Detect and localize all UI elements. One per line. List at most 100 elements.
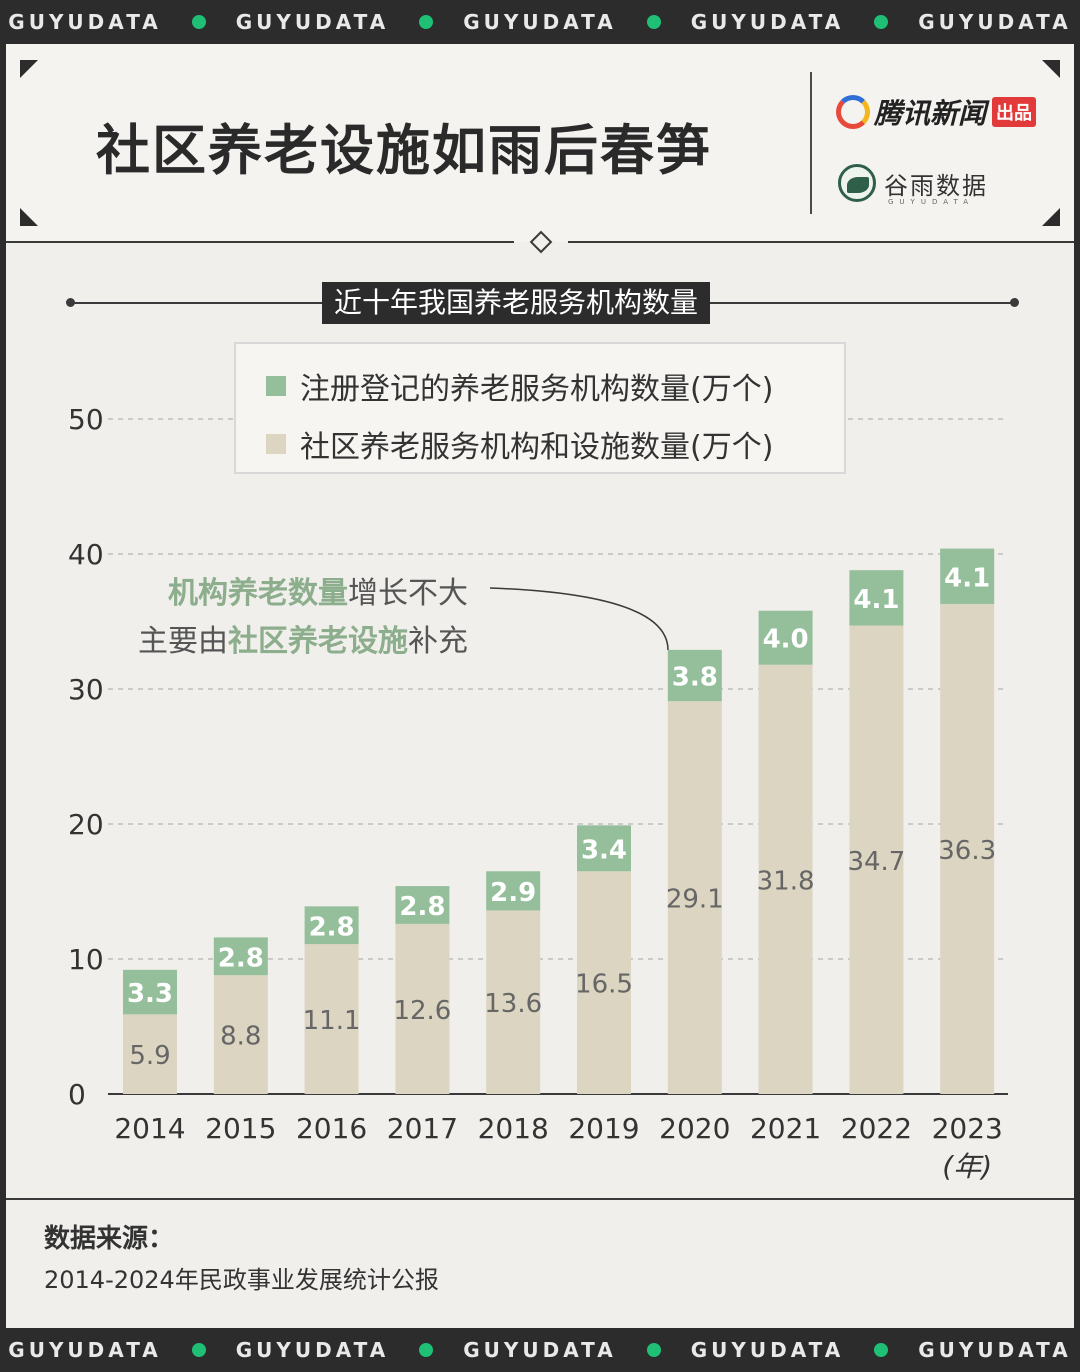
source-divider [6, 1198, 1074, 1200]
annotation-leader [489, 587, 669, 651]
bar-label-registered: 3.4 [581, 835, 627, 865]
bar-registered [213, 937, 268, 976]
bar-label-registered: 4.0 [763, 625, 809, 655]
annotation-highlight: 社区养老设施 [228, 624, 408, 659]
bar-label-community: 12.6 [393, 996, 451, 1026]
logo2-subtext: GUYUDATA [888, 198, 974, 206]
y-tick-label: 10 [68, 943, 104, 976]
band-text: GUYUDATA [918, 10, 1072, 34]
band-text: GUYUDATA [235, 1338, 390, 1362]
corner-mark-icon [1042, 208, 1060, 226]
x-tick-label: 2017 [387, 1112, 458, 1145]
header-rule-left [6, 241, 514, 243]
bar-registered [940, 548, 995, 604]
x-tick-label: 2021 [750, 1112, 821, 1145]
band-dot-icon [646, 15, 661, 29]
y-tick-label: 0 [68, 1078, 86, 1111]
legend-swatch-green [266, 376, 286, 396]
annotation-line-2: 主要由社区养老设施补充 [138, 616, 468, 660]
bar-registered [395, 886, 450, 924]
bar-community [486, 910, 541, 1094]
chart-title: 近十年我国养老服务机构数量 [322, 282, 711, 324]
y-tick-label: 20 [68, 808, 104, 841]
bar-label-registered: 3.3 [127, 979, 173, 1009]
x-tick-label: 2014 [114, 1112, 185, 1145]
header-rule-right [568, 241, 1074, 243]
bar-community [849, 625, 904, 1094]
bar-label-community: 36.3 [938, 836, 996, 866]
bar-registered [758, 610, 813, 665]
bar-registered [123, 969, 177, 1015]
bar-label-registered: 2.8 [309, 912, 355, 942]
legend-label: 社区养老服务机构和设施数量(万个) [300, 430, 774, 465]
bar-registered [577, 825, 631, 872]
bar-community [577, 871, 631, 1094]
guyu-data-logo: 谷雨数据 GUYUDATA [838, 164, 988, 206]
tencent-news-logo: 腾讯新闻 出品 [836, 92, 1037, 132]
bar-label-community: 34.7 [847, 847, 905, 877]
annotation-text: 增长不大 [348, 576, 468, 611]
bar-community [213, 975, 268, 1094]
rule-dot-icon [1010, 298, 1019, 307]
corner-mark-icon [20, 60, 38, 78]
legend-item-community: 社区养老服务机构和设施数量(万个) [266, 422, 773, 466]
bar-registered [304, 906, 359, 945]
bar-label-community: 8.8 [220, 1022, 261, 1052]
bar-community [395, 923, 450, 1094]
bar-label-community: 11.1 [303, 1006, 361, 1036]
band-dot-icon [191, 15, 206, 29]
y-tick-label: 40 [68, 538, 104, 571]
annotation-text: 主要由 [138, 624, 228, 659]
legend-label: 注册登记的养老服务机构数量(万个) [300, 372, 774, 407]
tencent-news-icon [836, 95, 870, 129]
header-divider [810, 72, 812, 214]
bar-label-registered: 2.9 [490, 878, 536, 908]
bar-label-registered: 4.1 [944, 563, 990, 593]
band-dot-icon [874, 15, 889, 29]
band-dot-icon [646, 1343, 661, 1357]
band-text: GUYUDATA [8, 10, 162, 34]
bar-label-community: 5.9 [129, 1041, 170, 1071]
corner-mark-icon [1042, 60, 1060, 78]
band-text: GUYUDATA [463, 1338, 617, 1362]
bar-label-registered: 2.8 [399, 892, 445, 922]
bar-label-community: 29.1 [666, 885, 724, 915]
x-tick-label: 2020 [659, 1112, 730, 1145]
bar-label-registered: 2.8 [218, 943, 264, 973]
bottom-brand-band: GUYUDATA GUYUDATA GUYUDATA GUYUDATA GUYU… [0, 1328, 1080, 1372]
x-tick-label: 2018 [478, 1112, 549, 1145]
y-tick-label: 30 [68, 673, 104, 706]
bar-label-community: 16.5 [575, 970, 633, 1000]
top-brand-band: GUYUDATA GUYUDATA GUYUDATA GUYUDATA GUYU… [0, 0, 1080, 44]
logo1-badge: 出品 [992, 97, 1037, 127]
bar-registered [849, 570, 904, 626]
frame-right [1074, 44, 1080, 1328]
band-text: GUYUDATA [690, 1338, 845, 1362]
band-text: GUYUDATA [463, 10, 617, 34]
band-dot-icon [419, 15, 434, 29]
bar-community [667, 701, 722, 1094]
bar-label-registered: 4.1 [853, 585, 899, 615]
bar-label-community: 31.8 [757, 866, 815, 896]
annotation-highlight: 机构养老数量 [168, 576, 348, 611]
x-unit-label: (年) [942, 1150, 992, 1183]
bar-community [304, 944, 359, 1094]
bar-chart: 0 10 20 30 40 50 5.9 3.3 2014 8.8 2.8 2015 11.1 2.8 20… [68, 403, 1008, 1183]
band-dot-icon [419, 1343, 434, 1357]
x-tick-label: 2019 [568, 1112, 639, 1145]
bar-community [940, 603, 995, 1094]
source-text: 2014-2024年民政事业发展统计公报 [44, 1266, 439, 1294]
logo2-text: 谷雨数据 [884, 171, 988, 200]
legend-swatch-beige [266, 434, 286, 454]
bar-label-registered: 3.8 [672, 663, 718, 693]
band-text: GUYUDATA [235, 10, 390, 34]
y-tick-label: 50 [68, 403, 104, 436]
bar-community [758, 664, 813, 1094]
legend-item-registered: 注册登记的养老服务机构数量(万个) [266, 364, 773, 408]
band-text: GUYUDATA [918, 1338, 1072, 1362]
chart-legend: 注册登记的养老服务机构数量(万个) 社区养老服务机构和设施数量(万个) [234, 342, 846, 474]
x-tick-label: 2022 [841, 1112, 912, 1145]
band-dot-icon [191, 1343, 206, 1357]
bar-label-community: 13.6 [484, 989, 542, 1019]
frame-left [0, 44, 6, 1328]
